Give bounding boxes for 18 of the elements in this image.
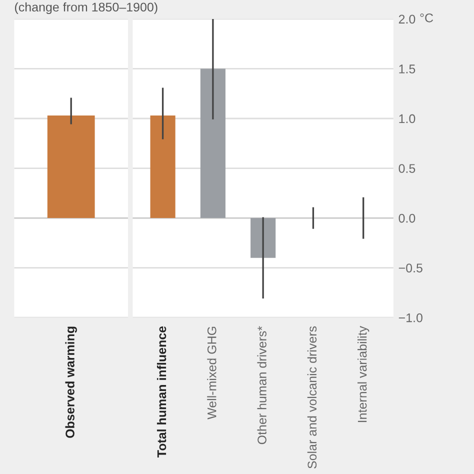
x-tick-label: Internal variability <box>358 326 370 422</box>
chart-title: (change from 1850–1900) <box>14 2 158 14</box>
x-tick-label: Solar and volcanic drivers <box>307 326 317 468</box>
x-tick-label: Other human drivers* <box>257 326 266 444</box>
y-tick-label: 1.0 <box>399 114 416 124</box>
y-tick-label: 2.0 <box>398 14 416 24</box>
y-tick-label: 0.5 <box>398 164 416 173</box>
y-tick-label: 0.0 <box>398 214 416 223</box>
bar <box>150 116 176 218</box>
y-tick-label: −0.5 <box>398 264 422 272</box>
x-tick-label: Observed warming <box>65 326 77 438</box>
y-axis-title: °C <box>420 13 434 22</box>
bar <box>250 218 276 258</box>
x-tick-label: Total human influence <box>156 326 166 458</box>
y-tick-label: −1.0 <box>398 313 422 322</box>
y-tick-label: 1.5 <box>399 64 416 74</box>
x-tick-label: Well-mixed GHG <box>207 326 216 420</box>
bar <box>200 68 226 218</box>
